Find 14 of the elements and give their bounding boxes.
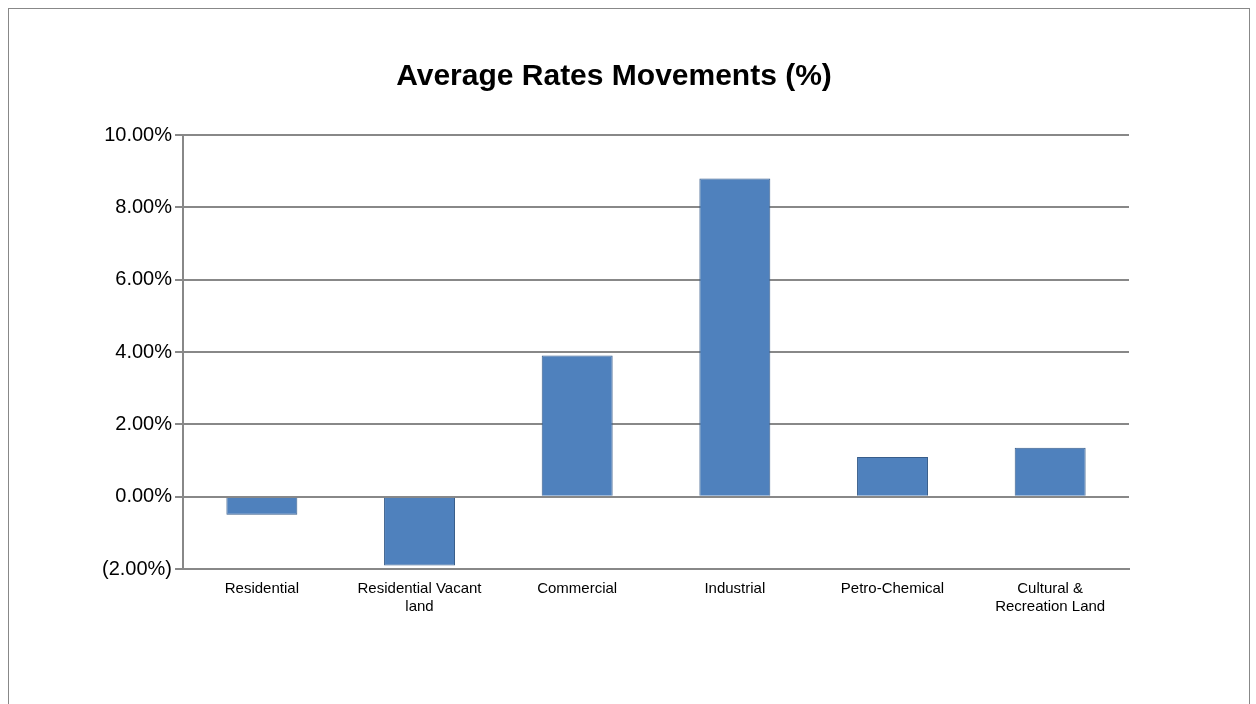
x-tick-label: Commercial <box>537 579 618 597</box>
chart-title: Average Rates Movements (%) <box>396 58 832 92</box>
y-tick-label: 4.00% <box>115 339 173 362</box>
x-tick-label: Industrial <box>704 579 766 597</box>
y-tick-label: 10.00% <box>104 122 173 145</box>
x-tick-label: Residential Vacant land <box>357 579 483 615</box>
x-tick-label: Petro-Chemical <box>840 579 945 597</box>
y-tick-label: 8.00% <box>115 194 173 217</box>
y-tick-label: (2.00%) <box>102 556 173 579</box>
y-tick-label: 6.00% <box>115 267 173 290</box>
y-tick-label: 0.00% <box>115 484 173 507</box>
y-tick-label: 2.00% <box>115 411 173 434</box>
x-tick-label: Cultural & Recreation Land <box>995 579 1106 615</box>
x-tick-label: Residential <box>224 579 299 597</box>
